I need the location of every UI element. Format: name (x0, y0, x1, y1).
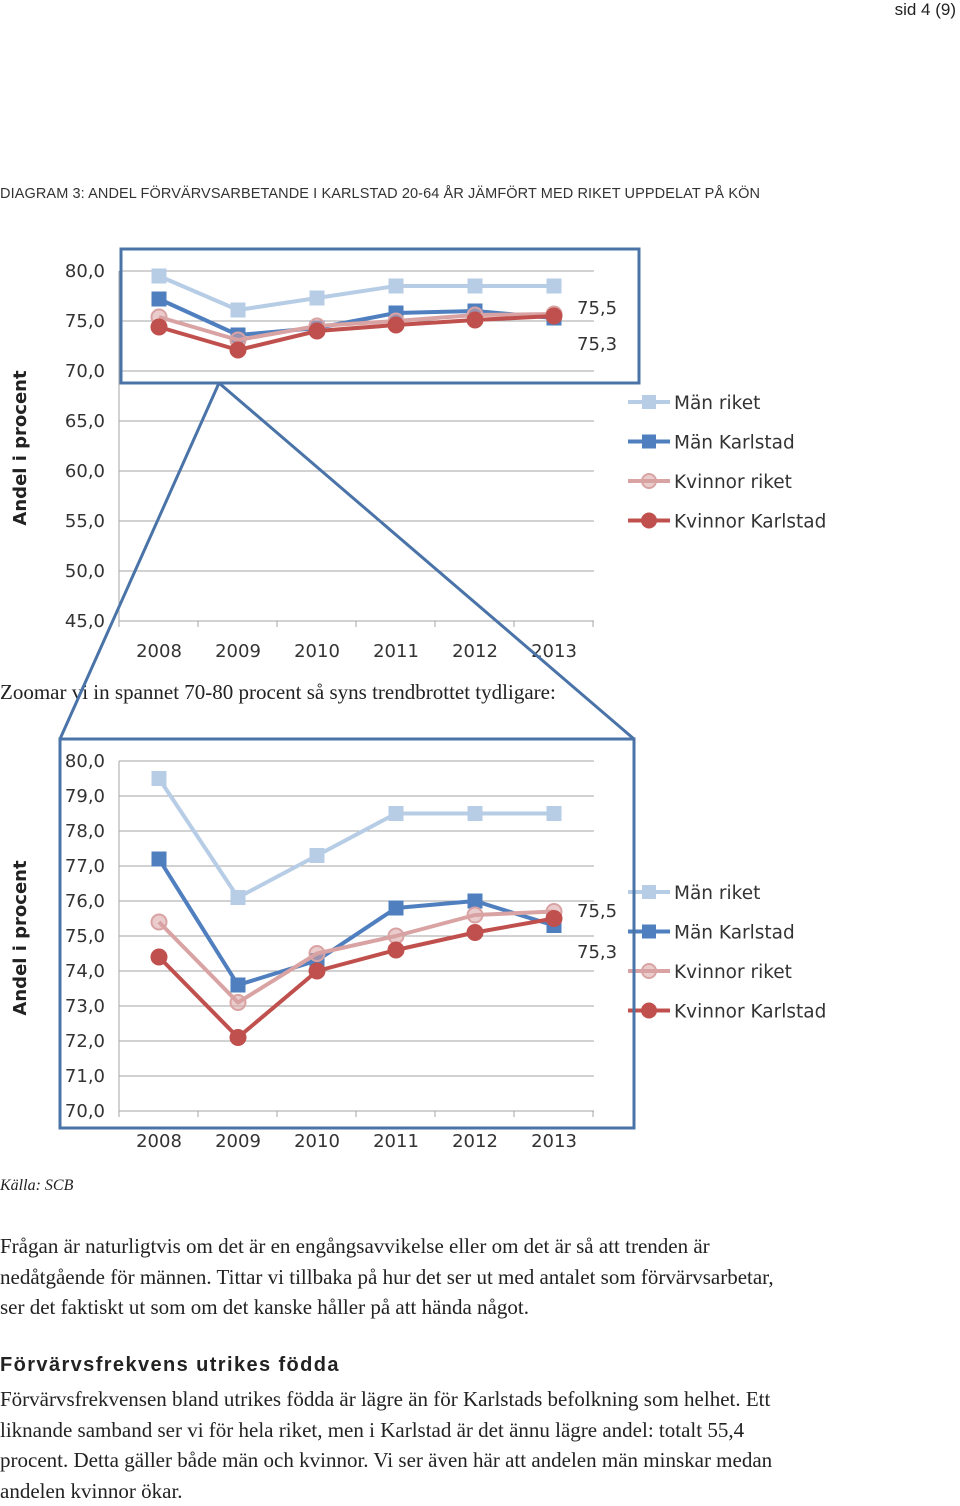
legend-marker (641, 512, 657, 529)
legend-marker (641, 1002, 657, 1019)
x-tick-label: 2012 (452, 1131, 498, 1152)
data-label: 75,3 (577, 334, 617, 355)
data-point (150, 318, 168, 336)
data-point (308, 945, 326, 962)
x-tick-label: 2009 (215, 1131, 261, 1152)
data-point (467, 893, 483, 909)
x-tick-label: 2008 (136, 641, 182, 662)
data-point (229, 994, 247, 1011)
x-tick-label: 2011 (373, 641, 419, 662)
legend-label: Kvinnor Karlstad (674, 512, 826, 533)
legend-label: Kvinnor Karlstad (674, 1002, 826, 1023)
x-tick-label: 2010 (294, 641, 340, 662)
y-axis-label: Andel i procent (10, 860, 31, 1016)
y-tick-label: 65,0 (65, 411, 105, 432)
data-point (309, 290, 325, 306)
y-tick-label: 45,0 (65, 611, 105, 632)
data-label: 75,5 (577, 901, 617, 922)
paragraph-1: Frågan är naturligtvis om det är en engå… (0, 1234, 774, 1319)
y-tick-label: 50,0 (65, 561, 105, 582)
data-label: 75,5 (577, 298, 617, 319)
paragraph-2: Förvärvsfrekvensen bland utrikes födda ä… (0, 1387, 773, 1503)
y-axis-label: Andel i procent (10, 370, 31, 526)
data-point (545, 910, 563, 927)
legend-label: Kvinnor riket (674, 472, 792, 493)
y-tick-label: 80,0 (65, 751, 105, 772)
x-tick-label: 2013 (531, 641, 577, 662)
legend-marker (641, 473, 657, 489)
y-tick-label: 78,0 (65, 821, 105, 842)
legend-marker (642, 434, 656, 449)
legend-label: Män riket (674, 883, 760, 904)
diagram-title: DIAGRAM 3: ANDEL FÖRVÄRVSARBETANDE I KAR… (0, 186, 761, 202)
data-point (546, 806, 562, 821)
data-point (230, 890, 246, 905)
data-point (388, 278, 404, 294)
data-point (467, 806, 483, 821)
legend-marker (641, 963, 657, 979)
legend-marker (642, 395, 656, 409)
x-tick-label: 2008 (136, 1131, 182, 1152)
y-tick-label: 75,0 (65, 311, 105, 332)
data-point (230, 302, 246, 318)
y-tick-label: 76,0 (65, 891, 105, 912)
y-tick-label: 74,0 (65, 961, 105, 982)
zoom-text: Zoomar vi in spannet 70-80 procent så sy… (0, 680, 556, 704)
series-line (158, 274, 554, 312)
data-point (229, 341, 247, 359)
data-point (308, 962, 326, 980)
data-point (388, 900, 404, 916)
section-heading: Förvärvsfrekvens utrikes födda (0, 1354, 340, 1376)
legend-marker (642, 924, 656, 939)
data-point (466, 924, 484, 941)
y-tick-label: 70,0 (65, 1101, 105, 1122)
data-point (230, 977, 246, 993)
legend-label: Män Karlstad (674, 433, 795, 454)
data-point (308, 322, 326, 340)
y-tick-label: 70,0 (65, 361, 105, 382)
x-tick-label: 2012 (452, 641, 498, 662)
data-point (150, 913, 168, 931)
data-point (388, 806, 404, 821)
data-label: 75,3 (577, 942, 617, 963)
chart-full-range: 80,0 75,0 70,0 65,0 60,0 55,0 50,0 45,0 2008 2009… (10, 261, 826, 662)
y-tick-label: 72,0 (65, 1031, 105, 1052)
y-tick-label: 71,0 (65, 1066, 105, 1087)
y-tick-label: 79,0 (65, 786, 105, 807)
y-tick-label: 73,0 (65, 996, 105, 1017)
y-tick-label: 77,0 (65, 856, 105, 877)
x-tick-label: 2011 (373, 1131, 419, 1152)
series-line (157, 857, 555, 987)
data-point (387, 316, 405, 334)
legend-label: Kvinnor riket (674, 962, 792, 983)
page-number: sid 4 (9) (894, 0, 956, 19)
source-note: Källa: SCB (0, 1177, 74, 1194)
y-tick-label: 80,0 (65, 261, 105, 282)
chart-zoomed: 80,0 79,0 78,0 77,0 76,0 75,0 74,0 73,0 72,0 71,0… (10, 751, 826, 1152)
data-point (545, 307, 563, 325)
data-point (309, 848, 325, 863)
data-point (467, 278, 483, 294)
data-point (387, 927, 405, 945)
data-point (150, 948, 168, 966)
data-point (151, 771, 167, 786)
data-point (546, 278, 562, 294)
legend-label: Män riket (674, 393, 760, 414)
y-tick-label: 75,0 (65, 926, 105, 947)
legend-label: Män Karlstad (674, 923, 795, 944)
data-point (466, 311, 484, 329)
y-tick-label: 60,0 (65, 461, 105, 482)
data-point (229, 1029, 247, 1046)
y-tick-label: 55,0 (65, 511, 105, 532)
legend-marker (642, 885, 656, 899)
data-point (151, 268, 167, 284)
x-tick-label: 2013 (531, 1131, 577, 1152)
data-point (387, 941, 405, 959)
x-tick-label: 2010 (294, 1131, 340, 1152)
x-tick-label: 2009 (215, 641, 261, 662)
data-point (151, 851, 167, 867)
data-point (151, 291, 167, 307)
data-point (466, 906, 484, 924)
